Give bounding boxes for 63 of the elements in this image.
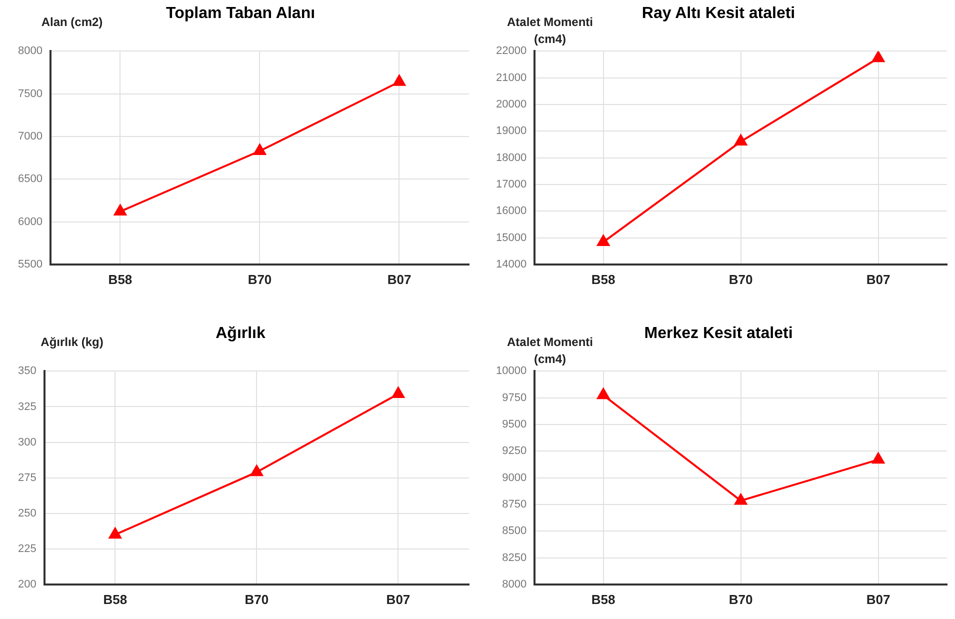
y-tick-label: 19000 (496, 125, 527, 138)
point (114, 204, 126, 216)
y-tick-label: 14000 (496, 258, 527, 270)
point (597, 235, 610, 246)
y-tick-label: 9500 (502, 418, 527, 431)
chart-title: Merkez Kesit ataleti (644, 325, 793, 342)
x-tick-label: B07 (866, 592, 890, 607)
y-tick-label: 8500 (502, 525, 527, 538)
chart-title: Toplam Taban Alanı (166, 5, 316, 22)
y-tick-label: 350 (18, 365, 36, 378)
y-axis-title: Alan (cm2) (40, 14, 104, 31)
point (392, 386, 404, 398)
y-tick-label: 9750 (502, 392, 527, 404)
point (250, 465, 263, 476)
y-tick-label: 200 (18, 578, 36, 590)
y-tick-label: 18000 (496, 152, 527, 164)
y-tick-label: 300 (18, 436, 36, 448)
point (872, 51, 884, 62)
x-tick-label: B58 (591, 592, 616, 607)
y-tick-label: 250 (18, 507, 36, 520)
point (108, 528, 122, 539)
x-tick-label: B70 (728, 272, 753, 287)
chart-title: Ağırlık (216, 325, 266, 342)
y-tick-label: 8250 (502, 552, 527, 564)
x-tick-label: B58 (591, 272, 616, 287)
y-tick-label: 21000 (496, 72, 527, 84)
point (734, 494, 747, 505)
y-tick-label: 8000 (502, 578, 527, 590)
y-tick-label: 8750 (502, 498, 527, 510)
x-tick-label: B07 (866, 272, 890, 287)
point (872, 452, 884, 464)
y-tick-label: 16000 (496, 205, 527, 218)
x-tick-label: B70 (244, 592, 269, 607)
point (597, 388, 610, 400)
y-axis-title: Atalet Momenti (cm4) (506, 335, 593, 366)
x-tick-label: B07 (386, 592, 410, 607)
chart-title: Ray Altı Kesit ataleti (642, 5, 796, 22)
y-tick-label: 6500 (18, 173, 42, 186)
x-tick-label: B58 (108, 272, 132, 287)
point (734, 134, 747, 146)
y-tick-label: 17000 (496, 178, 527, 190)
x-tick-label: B70 (248, 272, 272, 287)
y-tick-label: 325 (18, 400, 36, 413)
y-axis-title: Atalet Momenti (cm4) (506, 15, 593, 46)
y-tick-label: 8000 (18, 45, 42, 58)
x-tick-label: B07 (387, 272, 412, 287)
x-tick-label: B70 (728, 592, 753, 607)
y-tick-label: 10000 (496, 365, 527, 378)
y-tick-label: 15000 (496, 232, 527, 244)
y-axis-title: Ağırlık (kg) (40, 334, 104, 351)
y-tick-label: 275 (18, 472, 36, 484)
point (254, 144, 266, 155)
y-tick-label: 7500 (18, 88, 42, 100)
y-tick-label: 7000 (18, 130, 42, 143)
y-tick-label: 20000 (496, 98, 527, 111)
y-tick-label: 6000 (18, 216, 42, 228)
y-tick-label: 9000 (502, 472, 527, 484)
x-tick-label: B58 (103, 592, 128, 607)
point (393, 74, 406, 86)
y-tick-label: 225 (18, 542, 36, 555)
y-tick-label: 9250 (502, 445, 527, 458)
y-tick-label: 22000 (496, 45, 527, 58)
y-tick-label: 5500 (18, 258, 42, 270)
